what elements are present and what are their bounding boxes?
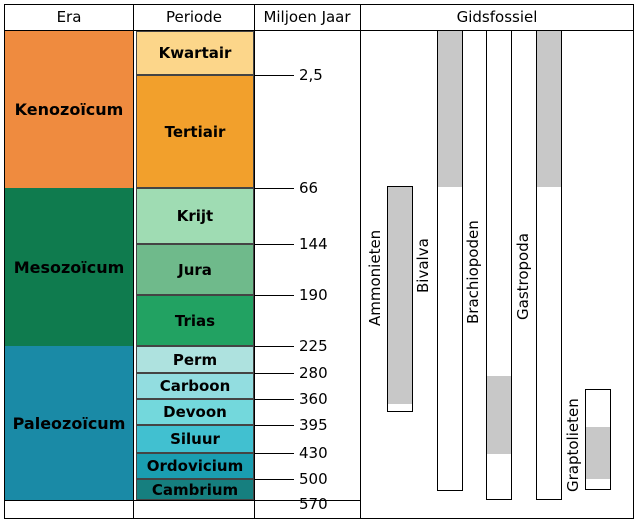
era-label: Paleozoïcum xyxy=(12,413,126,433)
range-fill-gastropoda xyxy=(537,31,561,187)
range-fill-ammonieten xyxy=(388,187,412,404)
period-perm: Perm xyxy=(136,346,254,373)
period-tertiair: Tertiair xyxy=(136,75,254,188)
period-label: Tertiair xyxy=(164,122,226,141)
range-fill-bivalva xyxy=(438,31,462,187)
period-label: Krijt xyxy=(176,207,214,225)
period-label: Ordovicium xyxy=(146,457,244,475)
tick-500 xyxy=(254,479,294,480)
tick-66 xyxy=(254,188,294,189)
era-label: Mesozoïcum xyxy=(13,257,125,277)
range-bar-gastropoda xyxy=(536,30,562,500)
era-label: Kenozoïcum xyxy=(14,100,124,119)
period-label: Perm xyxy=(172,350,218,369)
age-2-5: 2,5 xyxy=(299,66,323,84)
range-bar-ammonieten xyxy=(387,186,413,412)
era-paleozoicum: Paleozoïcum xyxy=(5,346,133,500)
range-bar-brachiopoden xyxy=(486,30,512,500)
age-190: 190 xyxy=(299,286,328,304)
tick-144 xyxy=(254,244,294,245)
period-label: Jura xyxy=(178,260,212,279)
divider-periode-jaar xyxy=(254,4,255,519)
fossil-label-graptolieten: Graptolieten xyxy=(564,398,582,492)
age-570: 570 xyxy=(299,495,328,513)
tick-570 xyxy=(254,500,294,501)
tick-190 xyxy=(254,295,294,296)
period-label: Siluur xyxy=(170,430,220,448)
period-label: Trias xyxy=(174,311,216,330)
period-krijt: Krijt xyxy=(136,188,254,244)
fossil-label-brachiopoden: Brachiopoden xyxy=(464,220,482,324)
age-360: 360 xyxy=(299,390,328,408)
fossil-label-bivalva: Bivalva xyxy=(414,238,432,293)
tick-280 xyxy=(254,373,294,374)
era-mesozoicum: Mesozoïcum xyxy=(5,188,133,346)
range-bar-graptolieten xyxy=(585,389,611,490)
period-cambrium: Cambrium xyxy=(136,479,254,500)
period-kwartair: Kwartair xyxy=(136,31,254,75)
tick-225 xyxy=(254,346,294,347)
geologic-timescale-table xyxy=(4,4,634,519)
period-devoon: Devoon xyxy=(136,399,254,425)
fossil-label-ammonieten: Ammonieten xyxy=(366,229,384,326)
era-kenozoicum: Kenozoïcum xyxy=(5,31,133,188)
age-395: 395 xyxy=(299,416,328,434)
divider-era-periode xyxy=(133,4,134,519)
period-label: Cambrium xyxy=(151,480,239,499)
fossil-label-gastropoda: Gastropoda xyxy=(514,233,532,320)
range-fill-graptolieten xyxy=(586,427,610,479)
age-430: 430 xyxy=(299,444,328,462)
header-periode: Periode xyxy=(165,8,222,26)
age-500: 500 xyxy=(299,470,328,488)
period-carboon: Carboon xyxy=(136,373,254,399)
period-label: Devoon xyxy=(163,403,227,421)
period-label: Kwartair xyxy=(158,44,232,62)
header-era: Era xyxy=(56,8,82,26)
age-225: 225 xyxy=(299,337,328,355)
divider-jaar-fossiel xyxy=(360,4,361,519)
tick-360 xyxy=(254,399,294,400)
tick-2-5 xyxy=(254,75,294,76)
tick-430 xyxy=(254,453,294,454)
period-trias: Trias xyxy=(136,295,254,346)
header-divider xyxy=(4,30,634,31)
age-280: 280 xyxy=(299,364,328,382)
period-jura: Jura xyxy=(136,244,254,295)
range-bar-bivalva xyxy=(437,30,463,491)
age-144: 144 xyxy=(299,235,328,253)
header-gidsfossiel: Gidsfossiel xyxy=(456,8,538,26)
age-66: 66 xyxy=(299,179,319,197)
period-siluur: Siluur xyxy=(136,425,254,453)
range-fill-brachiopoden xyxy=(487,376,511,454)
bottom-divider xyxy=(4,500,361,501)
header-miljoen-jaar: Miljoen Jaar xyxy=(263,8,351,26)
period-label: Carboon xyxy=(159,377,231,395)
tick-395 xyxy=(254,425,294,426)
period-ordovicium: Ordovicium xyxy=(136,453,254,479)
